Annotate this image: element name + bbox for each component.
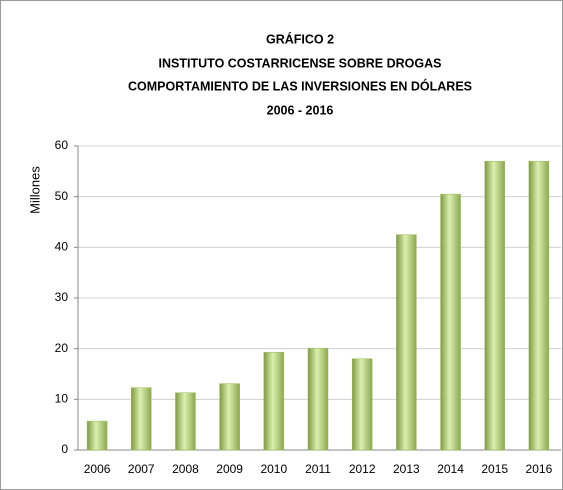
y-tick-label: 20 xyxy=(55,341,69,355)
x-tick-label: 2010 xyxy=(260,462,287,476)
x-tick-label: 2008 xyxy=(172,462,199,476)
bar xyxy=(131,387,152,451)
y-axis-label: Millones xyxy=(27,166,42,214)
y-tick-label: 60 xyxy=(55,138,69,152)
bar xyxy=(528,160,550,451)
bar xyxy=(351,358,373,451)
x-tick-label: 2016 xyxy=(526,462,553,476)
y-tick-label: 40 xyxy=(55,240,69,254)
chart-title: GRÁFICO 2 xyxy=(266,31,334,46)
x-tick-label: 2011 xyxy=(305,462,331,476)
bar xyxy=(175,392,196,451)
y-tick-label: 0 xyxy=(61,442,68,456)
bar xyxy=(307,347,329,451)
x-tick-label: 2009 xyxy=(216,462,243,476)
bar xyxy=(219,383,240,451)
x-tick-label: 2014 xyxy=(437,462,464,476)
y-tick-label: 10 xyxy=(55,392,69,406)
chart-title: INSTITUTO COSTARRICENSE SOBRE DROGAS xyxy=(159,56,442,70)
bar xyxy=(263,351,285,451)
chart-title: COMPORTAMIENTO DE LAS INVERSIONES EN DÓL… xyxy=(128,78,472,93)
bar xyxy=(396,234,417,451)
x-tick-label: 2012 xyxy=(349,462,376,476)
bar xyxy=(86,420,108,451)
y-tick-label: 30 xyxy=(55,290,69,304)
bar xyxy=(484,160,505,451)
y-tick-label: 50 xyxy=(55,189,69,203)
x-tick-label: 2006 xyxy=(84,462,111,476)
bar xyxy=(440,193,461,451)
x-tick-label: 2013 xyxy=(393,462,420,476)
chart-title: 2006 - 2016 xyxy=(267,103,334,117)
x-tick-label: 2007 xyxy=(128,462,155,476)
x-tick-label: 2015 xyxy=(481,462,508,476)
